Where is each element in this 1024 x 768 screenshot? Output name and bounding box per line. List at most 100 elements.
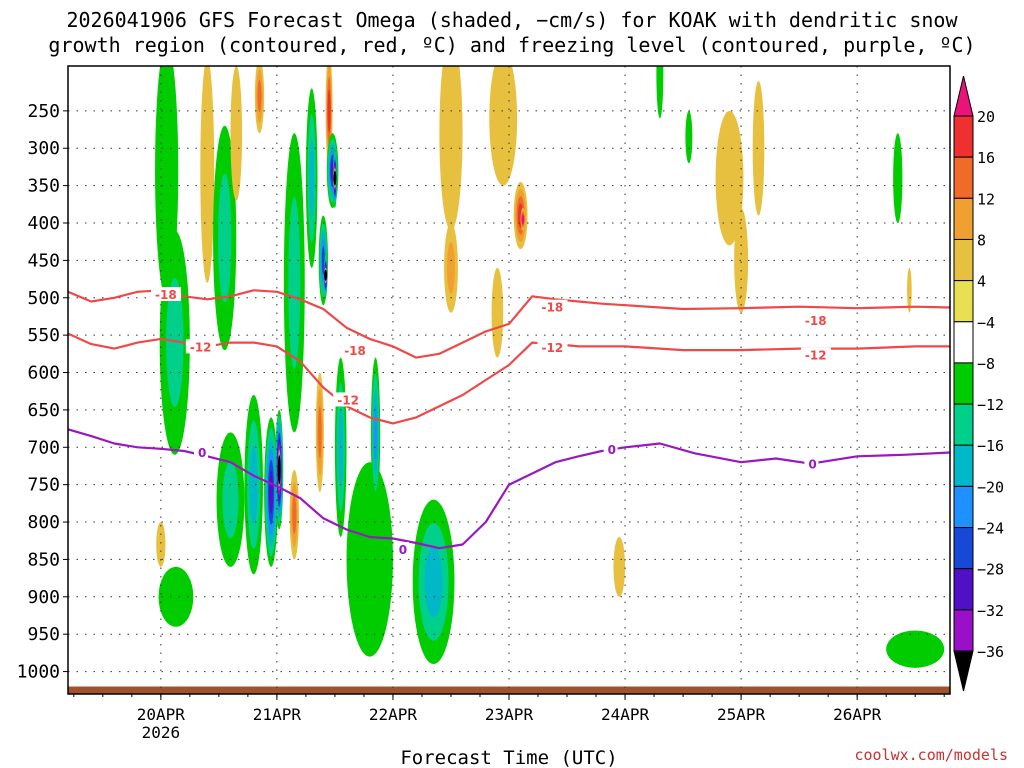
colorbar-label-10: −24 bbox=[977, 520, 1004, 538]
credit-text: coolwx.com/models bbox=[854, 746, 1008, 764]
omega-blob-23-level-2 bbox=[424, 546, 443, 618]
colorbar-box-12 bbox=[953, 609, 974, 652]
colorbar: 20 16 12 8 4 −4 −8 −12 −16 −20 −24 −28 −32 −36 bbox=[953, 75, 1004, 692]
colorbar-bottom-arrow bbox=[953, 650, 974, 692]
colorbar-label-7: −12 bbox=[977, 396, 1004, 414]
contour-label-2: -18 bbox=[344, 344, 366, 358]
omega-blob-8-level-2 bbox=[249, 445, 258, 524]
omega-blob-36-level-0 bbox=[886, 630, 945, 668]
contour-label-bg-2 bbox=[340, 343, 371, 358]
contour-label-bg-10 bbox=[603, 441, 618, 456]
colorbar-label-8: −16 bbox=[977, 437, 1004, 455]
omega-blob-19-level-2 bbox=[318, 406, 322, 459]
y-tick-label-750: 750 bbox=[27, 475, 60, 496]
contour-label-bg-4 bbox=[537, 299, 568, 314]
omega-blob-6-level-2 bbox=[257, 79, 262, 113]
omega-blob-12-level-1 bbox=[288, 196, 301, 369]
chart-title-line-1: 2026041906 GFS Forecast Omega (shaded, −… bbox=[66, 8, 958, 32]
x-tick-sublabel-20APR: 2026 bbox=[142, 723, 181, 742]
y-tick-label-650: 650 bbox=[27, 400, 60, 421]
y-tick-label-450: 450 bbox=[27, 250, 60, 271]
colorbar-box-5 bbox=[953, 321, 974, 364]
x-tick-label-26APR: 26APR bbox=[833, 705, 882, 724]
omega-blob-10-level-8 bbox=[277, 455, 281, 485]
contour-label-10: 0 bbox=[608, 443, 616, 457]
omega-blob-11-level-2 bbox=[292, 495, 297, 535]
omega-blob-30-level-0 bbox=[656, 66, 664, 119]
colorbar-box-2 bbox=[953, 197, 974, 240]
omega-blob-39-level-0 bbox=[613, 537, 626, 597]
colorbar-box-11 bbox=[953, 568, 974, 611]
contour-label-bg-9 bbox=[394, 541, 409, 556]
omega-blob-38-level-0 bbox=[156, 522, 166, 567]
colorbar-label-9: −20 bbox=[977, 478, 1004, 496]
omega-blob-33-level-0 bbox=[734, 208, 749, 313]
omega-blob-28-level-1 bbox=[446, 242, 455, 294]
chart-title-line-2: growth region (contoured, red, ºC) and f… bbox=[48, 33, 975, 57]
omega-blob-5-level-0 bbox=[230, 66, 243, 201]
colorbar-box-1 bbox=[953, 156, 974, 199]
y-tick-label-500: 500 bbox=[27, 288, 60, 309]
colorbar-label-0: 20 bbox=[977, 108, 995, 126]
contour-label-0: -18 bbox=[155, 288, 177, 302]
y-axis: 250 300 350 400 450 500 550 600 650 700 750 800 850 9… bbox=[17, 101, 68, 683]
contour-line-2 bbox=[68, 428, 950, 550]
omega-blob-27-level-4 bbox=[521, 215, 525, 223]
colorbar-label-3: 8 bbox=[977, 231, 986, 249]
x-axis-label: Forecast Time (UTC) bbox=[400, 747, 617, 768]
contour-line-1 bbox=[68, 332, 950, 425]
omega-blob-21-level-0 bbox=[346, 462, 393, 657]
y-tick-label-600: 600 bbox=[27, 363, 60, 384]
omega-blob-2-level-0 bbox=[158, 566, 194, 627]
omega-blob-37-level-0 bbox=[907, 267, 912, 313]
chart-title: 2026041906 GFS Forecast Omega (shaded, −… bbox=[48, 8, 975, 57]
omega-blob-31-level-0 bbox=[685, 110, 693, 164]
omega-blob-3-level-0 bbox=[200, 66, 215, 283]
omega-blob-9-level-5 bbox=[269, 470, 274, 514]
omega-blob-35-level-0 bbox=[893, 133, 903, 223]
x-tick-label-24APR: 24APR bbox=[601, 705, 650, 724]
x-tick-label-21APR: 21APR bbox=[253, 705, 302, 724]
contour-label-4: -18 bbox=[541, 301, 563, 315]
colorbar-box-7 bbox=[953, 403, 974, 446]
contour-labels: -18 -12 -18 -12 -18 -12 -18 -12 0 0 0 0 bbox=[151, 287, 831, 557]
colorbar-box-4 bbox=[953, 280, 974, 323]
colorbar-label-6: −8 bbox=[977, 355, 995, 373]
x-tick-label-22APR: 22APR bbox=[369, 705, 418, 724]
omega-blob-4-level-1 bbox=[217, 173, 232, 303]
colorbar-label-4: 4 bbox=[977, 273, 986, 291]
ground-surface bbox=[68, 686, 950, 694]
y-tick-label-250: 250 bbox=[27, 101, 60, 122]
colorbar-box-6 bbox=[953, 362, 974, 405]
colorbar-box-9 bbox=[953, 485, 974, 529]
omega-blob-14-level-3 bbox=[327, 89, 331, 133]
y-tick-label-850: 850 bbox=[27, 549, 60, 570]
y-tick-label-700: 700 bbox=[27, 437, 60, 458]
contour-lines bbox=[68, 289, 950, 550]
y-tick-label-1000: 1000 bbox=[17, 662, 60, 683]
x-tick-label-20APR: 20APR bbox=[137, 705, 186, 724]
contour-label-bg-1 bbox=[185, 339, 216, 354]
contour-label-7: -12 bbox=[805, 349, 827, 363]
contour-label-bg-7 bbox=[800, 347, 831, 362]
omega-blob-1-level-1 bbox=[166, 278, 184, 408]
ground-fill bbox=[68, 686, 950, 694]
colorbar-box-8 bbox=[953, 444, 974, 487]
contour-label-bg-0 bbox=[151, 287, 182, 302]
omega-blob-22-level-3 bbox=[373, 405, 378, 460]
colorbar-label-12: −32 bbox=[977, 602, 1004, 620]
contour-label-bg-3 bbox=[333, 392, 364, 407]
colorbar-box-3 bbox=[953, 238, 974, 282]
contour-label-9: 0 bbox=[399, 543, 407, 557]
colorbar-label-5: −4 bbox=[977, 314, 995, 332]
contour-label-3: -12 bbox=[337, 393, 359, 407]
y-tick-label-300: 300 bbox=[27, 138, 60, 159]
omega-blob-25-level-0 bbox=[489, 66, 518, 186]
contour-label-5: -12 bbox=[541, 341, 563, 355]
contour-label-8: 0 bbox=[198, 446, 206, 460]
colorbar-label-11: −28 bbox=[977, 561, 1004, 579]
contour-label-bg-6 bbox=[800, 313, 831, 328]
grid-lines bbox=[68, 66, 950, 694]
